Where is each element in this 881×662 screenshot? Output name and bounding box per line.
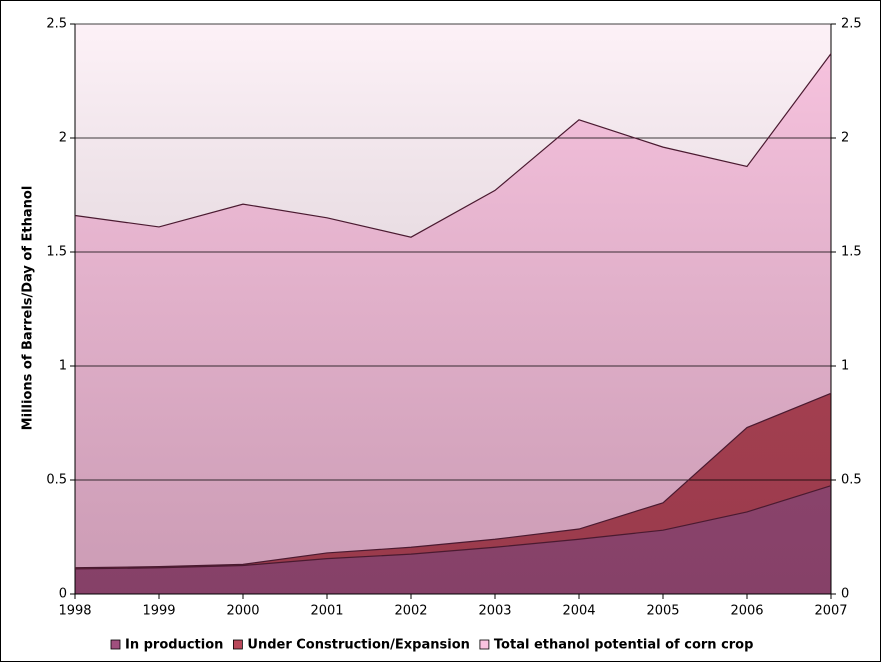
legend-swatch	[110, 639, 121, 650]
y2-tick-label: 1	[841, 359, 849, 374]
x-tick-label: 1998	[58, 604, 91, 619]
legend-swatch	[232, 639, 243, 650]
x-tick-label: 2003	[478, 604, 511, 619]
y2-tick-label: 2.5	[841, 17, 862, 32]
area-line	[74, 392, 832, 569]
y-tick-label: 0.5	[46, 473, 67, 488]
x-tick-label: 2004	[562, 604, 595, 619]
area-line	[74, 485, 832, 570]
y2-tick-label: 2	[841, 131, 849, 146]
y2-tick-label: 1.5	[841, 245, 862, 260]
labels: 0 0.5 1 1.5 2 2.5 0 0.5 1 1.5 2 2.5 1998 1999 2000 2001…	[46, 17, 861, 653]
y-tick-label: 0	[59, 587, 67, 602]
y-tick-label: 1	[59, 359, 67, 374]
legend-label: Under Construction/Expansion	[247, 638, 470, 653]
y-tick-label: 2.5	[46, 17, 67, 32]
y2-tick-label: 0.5	[841, 473, 862, 488]
area-line	[74, 53, 832, 238]
legend-swatch	[479, 639, 490, 650]
x-tick-label: 2006	[730, 604, 763, 619]
y2-tick-label: 0	[841, 587, 849, 602]
y-tick-label: 2	[59, 131, 67, 146]
y-tick-label: 1.5	[46, 245, 67, 260]
y-axis-title: Millions of Barrels/Day of Ethanol	[21, 186, 36, 431]
x-tick-label: 2002	[394, 604, 427, 619]
grid	[70, 23, 836, 599]
legend-label: Total ethanol potential of corn crop	[494, 638, 754, 653]
x-tick-label: 2005	[646, 604, 679, 619]
x-tick-label: 1999	[142, 604, 175, 619]
outlines	[74, 53, 832, 570]
x-tick-label: 2001	[310, 604, 343, 619]
x-tick-label: 2000	[226, 604, 259, 619]
x-tick-label: 2007	[814, 604, 847, 619]
legend-label: In production	[125, 638, 223, 653]
